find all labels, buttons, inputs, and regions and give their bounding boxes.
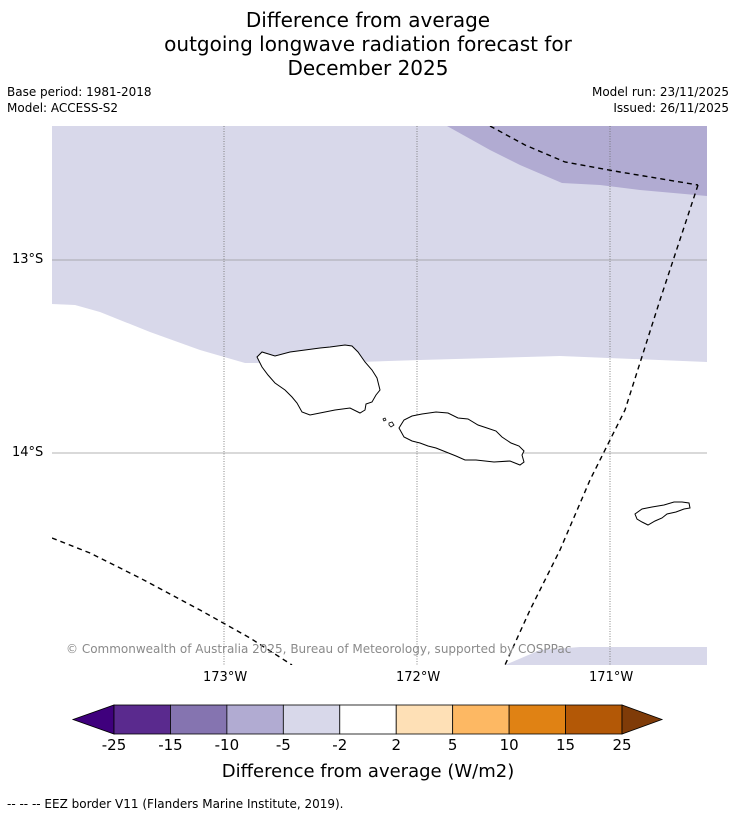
colorbar-segment [226,704,284,735]
colorbar-extend-high [621,704,664,735]
map [52,126,707,665]
colorbar-segment [113,704,171,735]
colorbar-tick-label: -25 [101,736,127,754]
colorbar-tick-label: 15 [556,736,576,754]
copyright-notice: © Commonwealth of Australia 2025, Bureau… [66,642,572,656]
lon-label-173w: 173°W [203,670,248,685]
island-manono [388,421,395,428]
colorbar-segment [170,704,228,735]
lat-label-14s: 14°S [12,445,44,460]
meta-right: Model run: 23/11/2025 Issued: 26/11/2025 [592,84,729,116]
model-run: Model run: 23/11/2025 [591,85,729,99]
colorbar-segment [565,704,623,735]
anomaly-region-light [52,126,707,363]
colorbar-tick-label: 10 [499,736,519,754]
anomaly-region-medium [447,126,707,196]
anomaly-region-bottom [505,647,707,665]
lat-label-13s: 13°S [12,252,44,267]
lon-label-172w: 172°W [396,670,441,685]
base-period: Base period: 1981-2018 [7,85,152,99]
colorbar-tick-label: -10 [214,736,240,754]
island-apolima [382,417,387,422]
eez-border-east [504,184,699,665]
island-savaii [256,344,381,416]
chart-title: Difference from average outgoing longwav… [0,8,736,80]
colorbar-tick-label: 25 [612,736,632,754]
colorbar-extend-low [71,704,115,735]
colorbar-segment [508,704,566,735]
colorbar-segment [452,704,510,735]
meta-left: Base period: 1981-2018 Model: ACCESS-S2 [7,84,152,116]
island-upolu [398,411,525,466]
title-line-1: Difference from average [245,8,491,32]
colorbar-segment [282,704,341,735]
colorbar-tick-label: -5 [275,736,291,754]
eez-border-southwest [52,537,293,665]
colorbar-tick-label: -2 [332,736,348,754]
issued-date: Issued: 26/11/2025 [613,101,729,115]
title-line-3: December 2025 [287,56,449,80]
colorbar-segment [339,704,397,735]
colorbar-tick-label: 2 [391,736,401,754]
title-line-2: outgoing longwave radiation forecast for [164,32,572,56]
lon-label-171w: 171°W [589,670,634,685]
colorbar-tick-label: 5 [447,736,458,754]
colorbar [71,704,664,735]
colorbar-label: Difference from average (W/m2) [221,761,515,782]
colorbar-segment [395,704,454,735]
eez-border-north [489,126,699,186]
colorbar-tick-label: -15 [158,736,183,754]
eez-footnote: -- -- -- EEZ border V11 (Flanders Marine… [7,797,344,811]
island-tutuila [634,501,691,526]
model-name: Model: ACCESS-S2 [7,101,119,115]
